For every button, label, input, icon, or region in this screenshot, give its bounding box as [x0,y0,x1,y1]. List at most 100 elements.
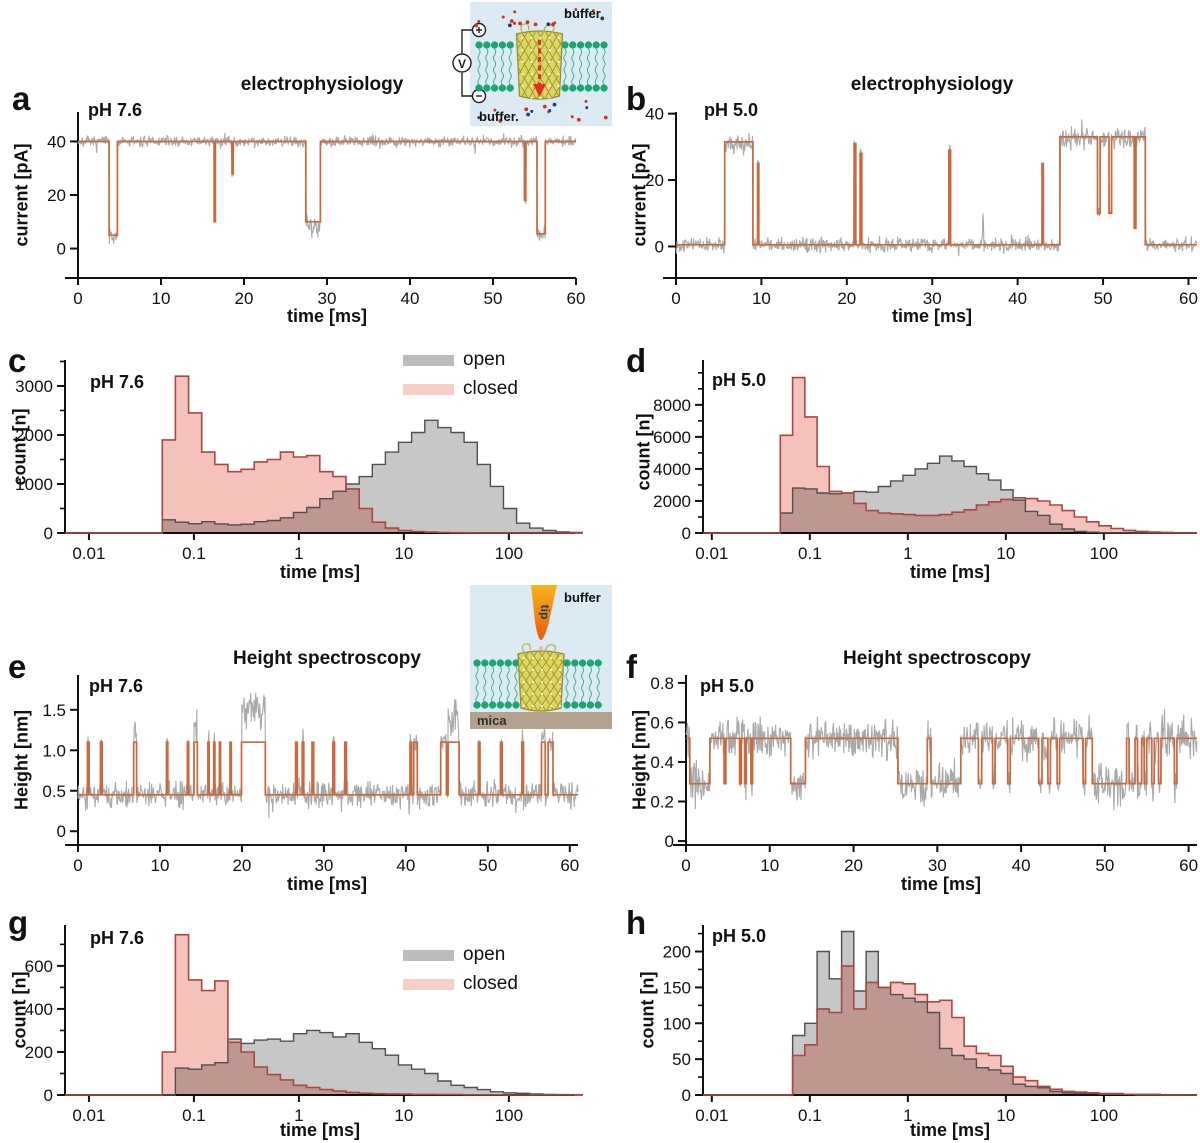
idealized-trace [676,136,1197,246]
svg-text:1: 1 [903,544,912,563]
closed-swatch [403,383,454,395]
closed-histogram-outline [65,933,583,1096]
panel-e-ylabel: Height [nm] [11,710,32,810]
raw-trace [77,692,579,819]
inset1-buffer-top-label: buffer [564,6,601,21]
panel-a-ylabel: current [pA] [11,143,32,247]
svg-text:0: 0 [73,856,82,875]
svg-text:50: 50 [672,1050,691,1069]
closed-histogram-outline [65,375,583,534]
panel-e-ph: pH 7.6 [89,676,144,696]
svg-text:150: 150 [663,978,691,997]
svg-text:50: 50 [484,289,503,308]
legend-row-open: open [403,349,518,371]
svg-text:1: 1 [903,1106,912,1125]
open-histogram-fill [65,1030,583,1095]
svg-text:8000: 8000 [653,396,691,415]
panel-b-ylabel: current [pA] [629,143,650,247]
panel-c-ph: pH 7.6 [90,372,145,392]
closed-histogram-fill [65,934,583,1095]
panel-e-title: Height spectroscopy [233,648,421,669]
svg-text:0: 0 [73,289,82,308]
svg-text:0: 0 [681,856,690,875]
lipid-bilayer [473,659,602,709]
svg-text:0.01: 0.01 [695,1106,728,1125]
inset2-buffer-label: buffer [564,590,601,605]
svg-text:100: 100 [1090,544,1118,563]
svg-text:6000: 6000 [653,428,691,447]
svg-text:0: 0 [665,832,674,851]
svg-text:40: 40 [1012,856,1031,875]
closed-histogram-outline [703,376,1197,534]
svg-text:100: 100 [495,544,523,563]
panel-c-xlabel: time [ms] [279,562,361,582]
svg-text:20: 20 [47,186,66,205]
panel-e-letter: e [8,648,27,685]
open-histogram-outline [703,455,1197,534]
svg-text:0.1: 0.1 [182,1106,206,1125]
panel-g-ph: pH 7.6 [90,928,145,948]
svg-text:0: 0 [682,524,691,543]
svg-text:0.1: 0.1 [798,1106,822,1125]
panel-g-letter: g [8,904,29,941]
svg-text:0.01: 0.01 [72,1106,105,1125]
idealized-trace [686,737,1197,785]
panel-b-ph: pH 5.0 [704,100,759,120]
svg-text:2000: 2000 [653,492,691,511]
open-swatch [403,354,454,366]
svg-text:0: 0 [57,240,66,259]
panel-a-xlabel: time [ms] [286,306,368,326]
svg-text:2000: 2000 [15,426,53,445]
svg-text:10: 10 [760,856,779,875]
svg-text:10: 10 [996,1106,1015,1125]
raw-trace [77,132,577,244]
svg-text:40: 40 [401,289,420,308]
svg-text:0.2: 0.2 [650,793,674,812]
closed-histogram-fill [703,965,1197,1095]
panel-d-xlabel: time [ms] [909,562,991,582]
panel-e-xlabel: time [ms] [286,874,368,894]
panel-f-ph: pH 5.0 [700,676,755,696]
svg-text:0: 0 [671,289,680,308]
svg-text:50: 50 [478,856,497,875]
legend-g: open closed [403,944,518,995]
svg-text:0.8: 0.8 [650,674,674,693]
closed-swatch [403,978,454,990]
lipid-bilayer [475,41,608,92]
svg-text:60: 60 [560,856,579,875]
svg-text:50: 50 [1095,856,1114,875]
raw-trace [685,709,1198,811]
svg-text:1.5: 1.5 [42,701,66,720]
svg-text:1.0: 1.0 [42,741,66,760]
svg-text:200: 200 [663,943,691,962]
svg-text:0.6: 0.6 [650,713,674,732]
svg-text:10: 10 [151,856,170,875]
svg-text:30: 30 [314,856,333,875]
svg-text:30: 30 [318,289,337,308]
legend-closed-label: closed [463,973,518,994]
svg-text:100: 100 [1090,1106,1118,1125]
svg-text:10: 10 [752,289,771,308]
svg-text:20: 20 [844,856,863,875]
panel-a-letter: a [12,80,31,117]
afm-inset [470,585,612,729]
svg-text:50: 50 [1094,289,1113,308]
svg-text:400: 400 [25,1000,53,1019]
svg-text:1000: 1000 [15,475,53,494]
svg-text:0: 0 [682,1086,691,1105]
closed-histogram-fill [703,377,1197,533]
svg-text:4000: 4000 [653,460,691,479]
panel-d-ylabel: count [n] [633,413,654,491]
svg-text:1: 1 [294,544,303,563]
legend-open-label: open [463,944,506,965]
panel-h-ylabel: count [n] [637,971,658,1049]
svg-text:10: 10 [152,289,171,308]
svg-text:20: 20 [235,289,254,308]
svg-text:60: 60 [1179,289,1198,308]
legend-row-open: open [403,944,518,966]
svg-text:0.1: 0.1 [798,544,822,563]
panel-h-xlabel: time [ms] [909,1120,991,1140]
svg-text:20: 20 [232,856,251,875]
svg-text:0: 0 [44,524,53,543]
